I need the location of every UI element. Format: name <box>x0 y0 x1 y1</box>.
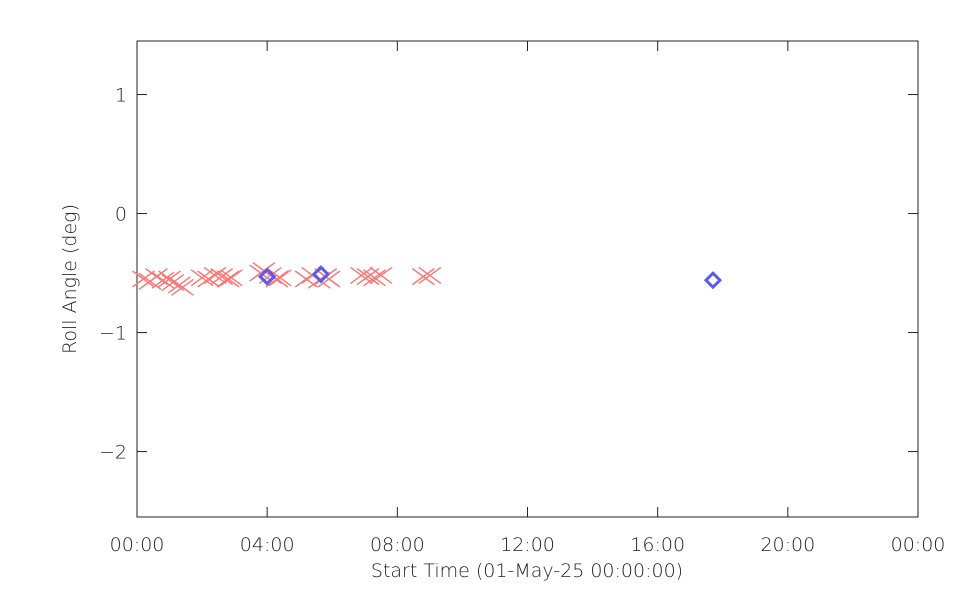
x-marker <box>151 271 175 289</box>
x-tick-label: 00:00 <box>110 534 165 556</box>
x-marker <box>145 268 168 286</box>
y-tick-label: 0 <box>115 204 127 226</box>
x-marker <box>363 269 386 287</box>
y-tick-label: −1 <box>99 323 127 345</box>
x-marker <box>197 270 221 288</box>
x-tick-label: 12:00 <box>500 534 555 556</box>
x-marker <box>203 266 227 285</box>
x-marker <box>219 269 243 287</box>
x-tick-label: 16:00 <box>630 534 685 556</box>
x-marker <box>216 270 240 288</box>
diamond-marker <box>258 267 277 286</box>
y-tick-label: 1 <box>115 85 127 107</box>
x-marker <box>369 266 393 285</box>
x-marker <box>317 270 341 288</box>
x-marker <box>161 273 185 292</box>
x-tick-label: 04:00 <box>240 534 295 556</box>
plot-frame <box>136 40 919 518</box>
x-tick-label: 08:00 <box>370 534 425 556</box>
x-marker <box>158 270 181 288</box>
x-marker <box>268 269 292 287</box>
x-marker <box>210 268 234 286</box>
x-marker <box>132 270 155 288</box>
x-marker <box>418 266 442 285</box>
y-axis-label: Roll Angle (deg) <box>59 204 81 354</box>
x-tick-label: 00:00 <box>891 534 946 556</box>
x-axis-label: Start Time (01-May-25 00:00:00) <box>371 560 683 582</box>
x-tick-label: 20:00 <box>760 534 815 556</box>
x-marker <box>171 278 194 296</box>
x-marker <box>411 268 435 286</box>
diamond-marker <box>311 265 330 284</box>
x-marker <box>190 269 214 287</box>
x-marker <box>350 266 373 285</box>
diamond-marker <box>703 271 723 290</box>
y-tick-label: −2 <box>99 442 127 464</box>
